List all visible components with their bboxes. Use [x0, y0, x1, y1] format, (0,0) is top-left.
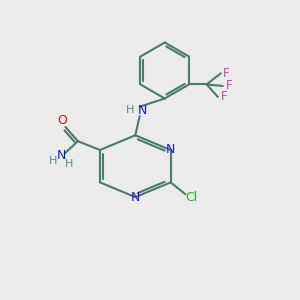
Text: N: N — [137, 104, 147, 117]
Text: N: N — [57, 148, 66, 161]
Text: H: H — [65, 159, 73, 169]
Text: H: H — [49, 156, 58, 166]
Text: N: N — [130, 190, 140, 204]
Text: F: F — [225, 80, 232, 92]
Text: Cl: Cl — [186, 191, 198, 204]
Text: N: N — [166, 143, 175, 157]
Text: O: O — [58, 114, 68, 127]
Text: F: F — [223, 67, 230, 80]
Text: F: F — [220, 90, 227, 104]
Text: H: H — [126, 105, 134, 115]
